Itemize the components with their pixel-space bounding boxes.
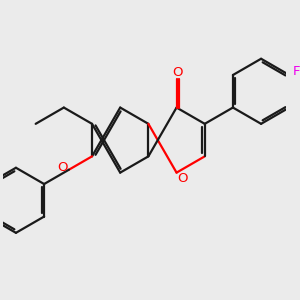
Text: O: O	[178, 172, 188, 185]
Text: O: O	[57, 161, 68, 174]
Text: O: O	[172, 66, 183, 79]
Text: F: F	[292, 64, 300, 78]
